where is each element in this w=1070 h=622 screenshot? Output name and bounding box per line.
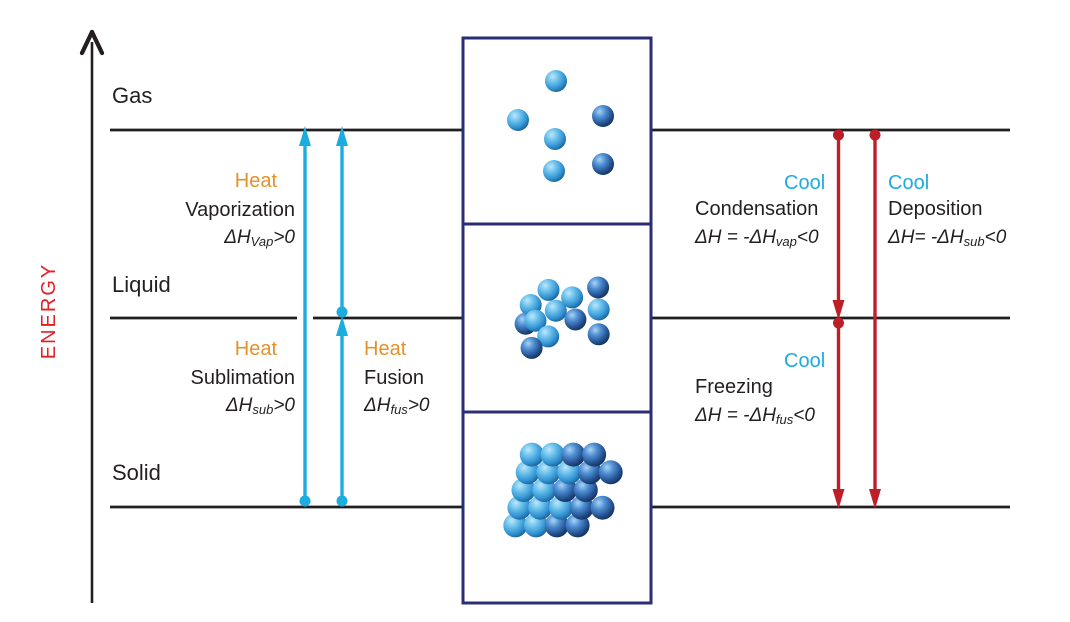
svg-text:Freezing: Freezing (695, 376, 773, 398)
svg-text:ΔH= -ΔHsub<0: ΔH= -ΔHsub<0 (887, 227, 1007, 249)
svg-text:Condensation: Condensation (695, 198, 818, 220)
svg-text:Gas: Gas (112, 83, 152, 108)
svg-text:ΔH = -ΔHfus<0: ΔH = -ΔHfus<0 (694, 405, 815, 427)
svg-text:Solid: Solid (112, 460, 161, 485)
svg-text:ΔHfus>0: ΔHfus>0 (363, 395, 430, 417)
svg-text:Fusion: Fusion (364, 367, 424, 389)
svg-text:Heat: Heat (235, 338, 278, 360)
svg-text:Sublimation: Sublimation (190, 367, 295, 389)
svg-text:ΔHsub>0: ΔHsub>0 (225, 395, 296, 417)
svg-text:ΔHVap>0: ΔHVap>0 (223, 227, 295, 249)
svg-text:Cool: Cool (784, 350, 825, 372)
svg-text:Cool: Cool (784, 172, 825, 194)
svg-text:ENERGY: ENERGY (38, 263, 60, 359)
svg-text:Deposition: Deposition (888, 198, 983, 220)
svg-text:Cool: Cool (888, 172, 929, 194)
svg-text:Vaporization: Vaporization (185, 199, 295, 221)
svg-text:Heat: Heat (364, 338, 407, 360)
svg-text:Liquid: Liquid (112, 272, 171, 297)
svg-text:Heat: Heat (235, 170, 278, 192)
svg-text:ΔH = -ΔHvap<0: ΔH = -ΔHvap<0 (694, 227, 819, 249)
